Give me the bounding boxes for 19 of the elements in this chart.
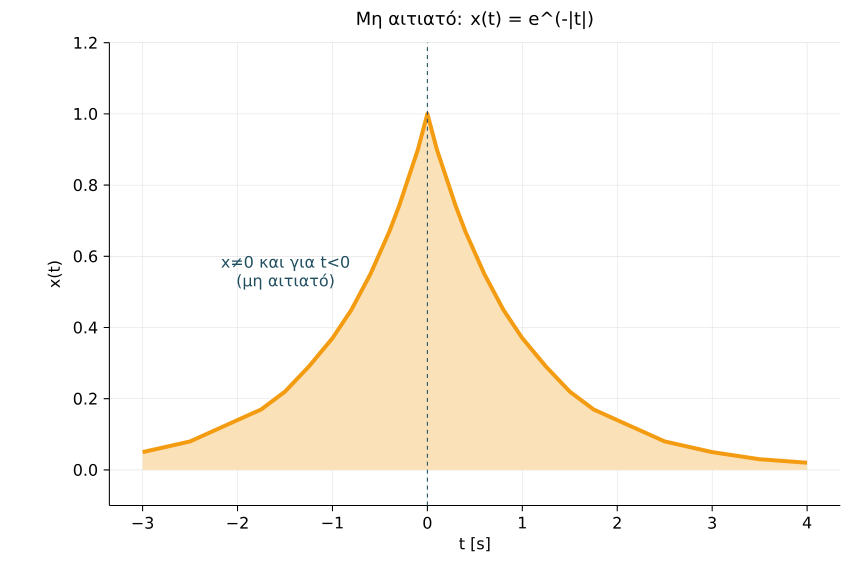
- y-tick-label: 1.0: [74, 108, 98, 120]
- chart-title: Μη αιτιατό: x(t) = e^(-|t|): [357, 10, 592, 30]
- x-tick-label: 3: [708, 516, 716, 529]
- y-tick-label: 1.2: [74, 36, 97, 48]
- y-tick-label: 0.0: [74, 464, 98, 476]
- x-tick-label: 2: [613, 516, 621, 529]
- x-tick-label: 0: [423, 516, 432, 529]
- y-tick-label: 0.4: [74, 321, 98, 334]
- x-tick-label: −3: [132, 516, 154, 529]
- x-tick-label: 4: [802, 516, 812, 528]
- y-tick-label: 0.6: [74, 250, 98, 262]
- annotation: x≠0 και για t<0 (μη αιτιατό): [221, 256, 350, 290]
- y-axis-title: x(t): [48, 261, 62, 288]
- x-tick-label: 1: [519, 516, 526, 528]
- y-tick-label: 0.8: [74, 178, 98, 192]
- y-tick-label: 0.2: [74, 392, 97, 405]
- x-axis-title: t [s]: [459, 536, 490, 552]
- x-tick-label: −1: [322, 516, 343, 528]
- x-tick-label: −2: [227, 516, 248, 529]
